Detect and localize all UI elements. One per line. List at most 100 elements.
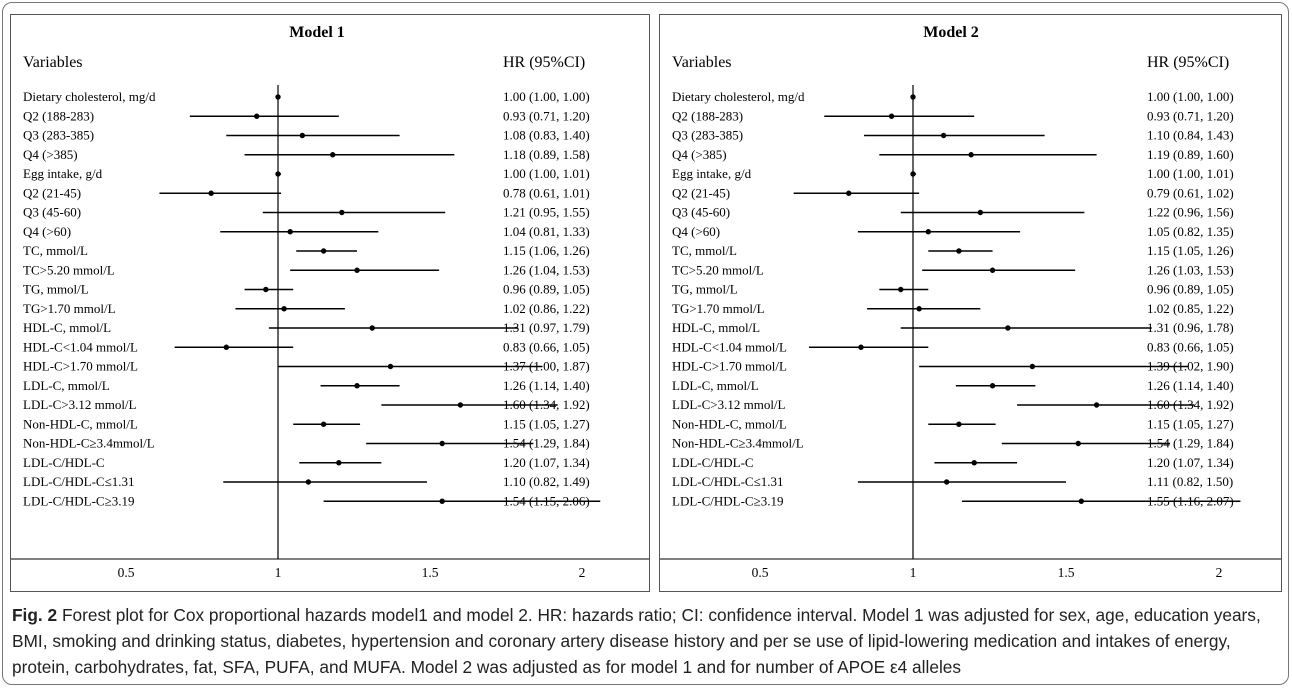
hr-ci-text: 1.22 (0.96, 1.56): [1147, 205, 1234, 220]
row-label: HDL-C, mmol/L: [23, 320, 111, 335]
hr-point: [223, 344, 230, 350]
hr-ci-text: 1.26 (1.14, 1.40): [1147, 378, 1234, 393]
row-label: LDL-C/HDL-C: [672, 455, 754, 470]
hr-point: [336, 460, 342, 466]
hr-point: [971, 460, 977, 466]
hr-ci-text: 1.19 (0.89, 1.60): [1147, 147, 1234, 162]
hr-ci-text: 1.00 (1.00, 1.00): [1147, 89, 1234, 104]
x-tick-label: 1: [275, 565, 282, 580]
hr-point: [387, 363, 394, 370]
row-label: Non-HDL-C, mmol/L: [23, 416, 138, 431]
x-tick-label: 1.5: [1058, 565, 1075, 580]
hr-point: [208, 190, 214, 196]
hr-point: [925, 229, 931, 235]
hr-ci-text: 1.21 (0.95, 1.55): [503, 205, 590, 220]
hr-point: [1078, 498, 1084, 504]
hr-point: [940, 132, 947, 139]
hr-ci-text: 1.20 (1.07, 1.34): [1147, 455, 1234, 470]
hr-point: [369, 325, 375, 331]
hr-point: [275, 171, 281, 177]
row-label: Q4 (>60): [672, 224, 720, 239]
row-label: HDL-C, mmol/L: [672, 320, 760, 335]
row-label: Egg intake, g/d: [672, 166, 752, 181]
row-label: LDL-C, mmol/L: [672, 378, 759, 393]
row-label: Q4 (>60): [23, 224, 71, 239]
figure-caption: Fig. 2 Forest plot for Cox proportional …: [12, 602, 1280, 680]
hr-point: [977, 209, 984, 216]
column-header-variables: Variables: [672, 54, 732, 71]
row-label: TG>1.70 mmol/L: [23, 301, 116, 316]
column-header-variables: Variables: [23, 54, 83, 71]
hr-point: [354, 267, 360, 273]
row-label: HDL-C>1.70 mmol/L: [23, 359, 138, 374]
row-label: Q2 (188-283): [672, 108, 743, 123]
row-label: Non-HDL-C≥3.4mmol/L: [672, 436, 804, 451]
hr-ci-text: 1.54 (1.15, 2.06): [503, 493, 590, 508]
row-label: Q2 (21-45): [23, 185, 81, 200]
row-label: TC, mmol/L: [23, 243, 88, 258]
hr-point: [916, 306, 922, 312]
row-label: Dietary cholesterol, mg/d: [672, 89, 805, 104]
row-label: TG, mmol/L: [23, 282, 89, 297]
hr-point: [910, 171, 916, 177]
row-label: TC>5.20 mmol/L: [23, 262, 115, 277]
hr-point: [281, 306, 287, 312]
hr-ci-text: 1.11 (0.82, 1.50): [1147, 474, 1233, 489]
hr-ci-text: 0.93 (0.71, 1.20): [1147, 108, 1234, 123]
hr-point: [1093, 402, 1100, 408]
row-label: LDL-C/HDL-C≥3.19: [23, 493, 134, 508]
x-tick-label: 1.5: [422, 565, 439, 580]
hr-point: [439, 498, 445, 504]
figure-caption-label: Fig. 2: [12, 605, 58, 625]
plot-title: Model 1: [289, 24, 345, 41]
hr-point: [1029, 363, 1036, 370]
hr-point: [1005, 325, 1011, 331]
hr-ci-text: 1.26 (1.04, 1.53): [503, 262, 590, 277]
hr-point: [898, 286, 904, 293]
row-label: HDL-C>1.70 mmol/L: [672, 359, 787, 374]
hr-ci-text: 1.10 (0.84, 1.43): [1147, 128, 1234, 143]
row-label: LDL-C/HDL-C: [23, 455, 105, 470]
hr-ci-text: 1.31 (0.97, 1.79): [503, 320, 590, 335]
hr-point: [254, 113, 260, 119]
row-label: LDL-C>3.12 mmol/L: [23, 397, 137, 412]
hr-ci-text: 1.26 (1.14, 1.40): [503, 378, 590, 393]
row-label: HDL-C<1.04 mmol/L: [672, 339, 787, 354]
row-label: TG, mmol/L: [672, 282, 738, 297]
hr-ci-text: 1.15 (1.05, 1.26): [1147, 243, 1234, 258]
hr-ci-text: 1.31 (0.96, 1.78): [1147, 320, 1234, 335]
hr-point: [263, 286, 269, 293]
hr-point: [943, 479, 950, 485]
hr-point: [888, 113, 895, 119]
hr-point: [275, 94, 281, 100]
row-label: Q3 (283-385): [23, 128, 94, 143]
hr-ci-text: 1.10 (0.82, 1.49): [503, 474, 590, 489]
hr-ci-text: 1.20 (1.07, 1.34): [503, 455, 590, 470]
hr-ci-text: 1.55 (1.16, 2.07): [1147, 493, 1234, 508]
row-label: HDL-C<1.04 mmol/L: [23, 339, 138, 354]
hr-point: [910, 94, 916, 100]
hr-ci-text: 1.54 (1.29, 1.84): [1147, 436, 1234, 451]
hr-point: [968, 152, 974, 158]
hr-ci-text: 1.00 (1.00, 1.01): [1147, 166, 1234, 181]
hr-point: [457, 402, 464, 408]
hr-ci-text: 0.93 (0.71, 1.20): [503, 108, 590, 123]
hr-ci-text: 1.04 (0.81, 1.33): [503, 224, 590, 239]
hr-ci-text: 1.00 (1.00, 1.01): [503, 166, 590, 181]
row-label: Q4 (>385): [672, 147, 727, 162]
hr-point: [339, 209, 345, 216]
row-label: TG>1.70 mmol/L: [672, 301, 765, 316]
hr-ci-text: 1.60 (1.34, 1.92): [1147, 397, 1234, 412]
hr-ci-text: 1.02 (0.85, 1.22): [1147, 301, 1234, 316]
row-label: Dietary cholesterol, mg/d: [23, 89, 156, 104]
hr-point: [299, 132, 306, 139]
hr-ci-text: 1.00 (1.00, 1.00): [503, 89, 590, 104]
hr-ci-text: 1.15 (1.05, 1.27): [1147, 416, 1234, 431]
column-header-hr: HR (95%CI): [1147, 54, 1229, 71]
hr-ci-text: 1.39 (1.02, 1.90): [1147, 359, 1234, 374]
row-label: LDL-C/HDL-C≥3.19: [672, 493, 783, 508]
row-label: Non-HDL-C, mmol/L: [672, 416, 787, 431]
